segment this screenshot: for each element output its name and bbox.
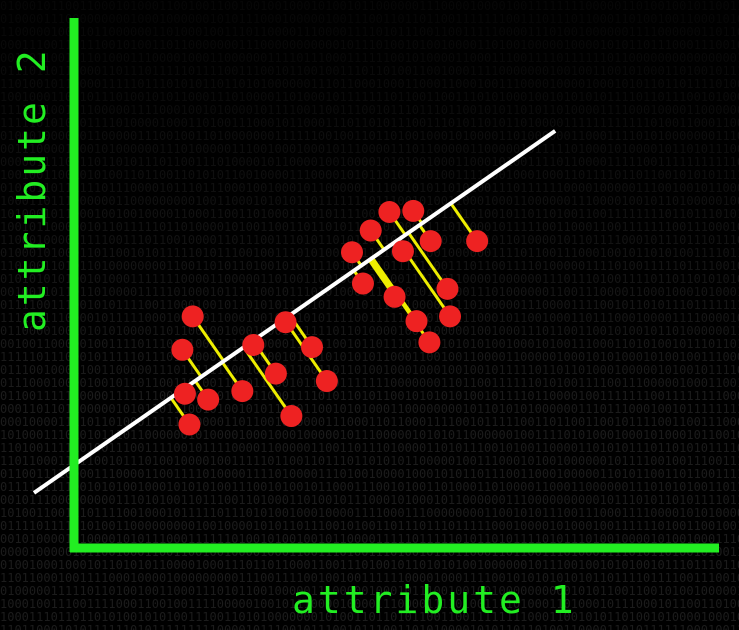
- data-point: [340, 241, 363, 264]
- data-points: [171, 199, 489, 436]
- data-point: [391, 240, 414, 263]
- data-point: [171, 338, 194, 361]
- data-point: [351, 272, 374, 295]
- data-point: [315, 370, 338, 393]
- regression-line: [32, 129, 557, 495]
- data-point: [439, 305, 462, 328]
- data-point: [359, 219, 382, 242]
- data-point: [178, 413, 201, 436]
- data-point: [402, 199, 425, 222]
- data-point: [181, 305, 204, 328]
- regression-line-group: [32, 129, 557, 495]
- data-point: [301, 336, 324, 359]
- data-point: [264, 362, 287, 385]
- y-axis-label: attribute 2: [10, 47, 54, 332]
- data-point: [418, 331, 441, 354]
- data-point: [436, 277, 459, 300]
- data-point: [242, 334, 265, 357]
- x-axis-label: attribute 1: [292, 578, 577, 622]
- data-point: [173, 382, 196, 405]
- data-point: [197, 388, 220, 411]
- data-point: [378, 200, 401, 223]
- data-point: [231, 380, 254, 403]
- data-point: [466, 230, 489, 253]
- data-point: [405, 310, 428, 333]
- data-point: [274, 311, 297, 334]
- residual-line: [242, 346, 293, 417]
- data-point: [280, 405, 303, 428]
- data-point: [383, 285, 406, 308]
- axes: [69, 18, 719, 553]
- data-point: [419, 230, 442, 253]
- residual-line: [407, 231, 449, 290]
